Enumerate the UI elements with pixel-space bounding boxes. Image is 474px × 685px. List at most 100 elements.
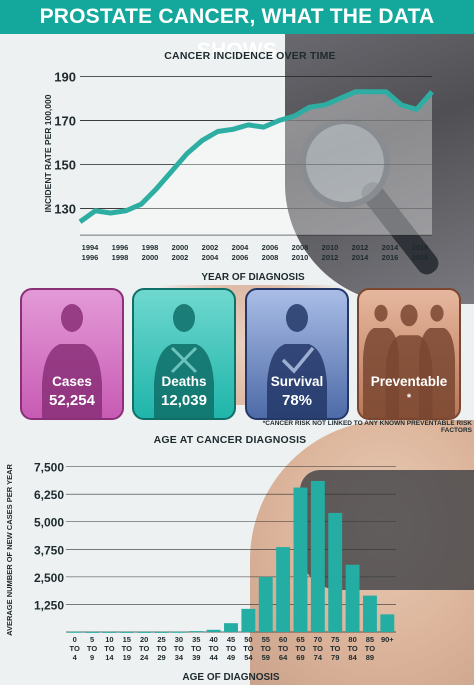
bar	[345, 564, 360, 632]
silhouette-head	[286, 304, 308, 332]
silhouette-head	[61, 304, 83, 332]
x-tick-label: 40	[209, 635, 217, 644]
incidence-line-chart: 1301501701901994199619961998199820002000…	[43, 69, 434, 283]
x-tick-label: 2004	[232, 243, 250, 252]
x-axis-label: YEAR OF DIAGNOSIS	[201, 272, 305, 283]
x-tick-label: 2016	[382, 253, 399, 262]
silhouette-head	[430, 304, 444, 322]
x-tick-label: 55	[262, 635, 270, 644]
x-tick-label: TO	[243, 644, 253, 653]
x-tick-label: 45	[227, 635, 235, 644]
magnifying-glass-icon	[300, 118, 390, 208]
page-title: PROSTATE CANCER, WHAT THE DATA SHOWS	[0, 0, 474, 62]
y-axis-label: AVERAGE NUMBER OF NEW CASES PER YEAR	[5, 464, 14, 636]
y-tick-label: 2,500	[34, 571, 64, 585]
x-tick-label: 50	[244, 635, 252, 644]
person-check-icon	[267, 304, 327, 418]
x-tick-label: 2008	[292, 243, 309, 252]
silhouette-body	[385, 335, 433, 418]
silhouette-head	[400, 304, 418, 327]
x-tick-label: 69	[296, 653, 304, 662]
bar	[380, 614, 395, 632]
stat-card-label: Deaths	[161, 374, 207, 389]
bar	[363, 595, 377, 632]
x-tick-label: 5	[90, 635, 94, 644]
footnote: *CANCER RISK NOT LINKED TO ANY KNOWN PRE…	[262, 420, 472, 434]
cross-mark-icon	[170, 346, 198, 374]
x-tick-label: 10	[105, 635, 113, 644]
y-tick-label: 130	[54, 202, 76, 217]
bar	[224, 623, 238, 632]
x-tick-label: 54	[244, 653, 253, 662]
bar	[258, 576, 273, 632]
x-tick-label: TO	[261, 644, 271, 653]
x-tick-label: 44	[209, 653, 218, 662]
y-tick-label: 190	[54, 69, 76, 84]
x-tick-label: 35	[192, 635, 200, 644]
x-tick-label: 85	[366, 635, 374, 644]
x-tick-label: TO	[122, 644, 132, 653]
check-mark-icon	[281, 346, 315, 374]
y-tick-label: 7,500	[34, 461, 64, 475]
x-tick-label: 15	[123, 635, 131, 644]
bar	[137, 631, 152, 633]
x-axis-label: AGE OF DIAGNOSIS	[182, 672, 280, 683]
y-tick-label: 150	[54, 158, 76, 173]
x-tick-label: TO	[70, 644, 80, 653]
x-tick-label: 2006	[232, 253, 249, 262]
stat-card-label: Preventable	[370, 374, 448, 389]
x-tick-label: 4	[73, 653, 78, 662]
bar	[154, 631, 169, 633]
bar	[276, 547, 291, 632]
y-axis-label: INCIDENT RATE PER 100,000	[43, 94, 53, 212]
x-tick-label: 79	[331, 653, 339, 662]
y-tick-label: 6,250	[34, 488, 64, 502]
x-tick-label: TO	[139, 644, 149, 653]
x-tick-label: TO	[278, 644, 288, 653]
line-chart-title: CANCER INCIDENCE OVER TIME	[164, 50, 336, 62]
x-tick-label: 2002	[172, 253, 189, 262]
x-tick-label: 19	[123, 653, 131, 662]
x-tick-label: 70	[314, 635, 322, 644]
person-icon	[42, 304, 102, 418]
x-tick-label: 2002	[202, 243, 219, 252]
stat-card-preventable: Preventable *	[357, 288, 461, 420]
bar	[67, 631, 82, 633]
x-tick-label: TO	[174, 644, 184, 653]
bar	[206, 629, 221, 632]
x-tick-label: 2016	[412, 243, 429, 252]
x-tick-label: 64	[279, 653, 288, 662]
line-area	[80, 91, 432, 235]
bar	[119, 631, 134, 633]
x-tick-label: 90+	[381, 635, 394, 644]
x-tick-label: TO	[87, 644, 97, 653]
stat-card-value: 78%	[281, 392, 313, 409]
x-tick-label: 29	[157, 653, 165, 662]
silhouette-body	[42, 344, 102, 418]
x-tick-label: 2012	[352, 243, 369, 252]
x-tick-label: 9	[90, 653, 94, 662]
x-tick-label: 60	[279, 635, 287, 644]
x-tick-label: 2010	[322, 243, 339, 252]
bar-chart-title: AGE AT CANCER DIAGNOSIS	[153, 434, 307, 446]
x-tick-label: 30	[175, 635, 183, 644]
stat-card-value: 52,254	[49, 392, 95, 409]
x-tick-label: 1994	[82, 243, 100, 252]
x-tick-label: 20	[140, 635, 148, 644]
bar	[102, 631, 117, 633]
silhouette-head	[173, 304, 195, 332]
x-tick-label: 65	[296, 635, 304, 644]
x-tick-label: 2000	[172, 243, 189, 252]
x-tick-label: 80	[348, 635, 356, 644]
x-tick-label: 75	[331, 635, 339, 644]
y-tick-label: 5,000	[34, 516, 64, 530]
y-tick-label: 3,750	[34, 543, 64, 557]
x-tick-label: 2006	[262, 243, 279, 252]
x-tick-label: 1998	[142, 243, 159, 252]
x-tick-label: 2012	[322, 253, 339, 262]
x-tick-label: TO	[330, 644, 340, 653]
stat-card-label: Survival	[270, 374, 324, 389]
x-tick-label: 2014	[352, 253, 370, 262]
bar	[85, 631, 99, 633]
bar	[171, 631, 186, 633]
